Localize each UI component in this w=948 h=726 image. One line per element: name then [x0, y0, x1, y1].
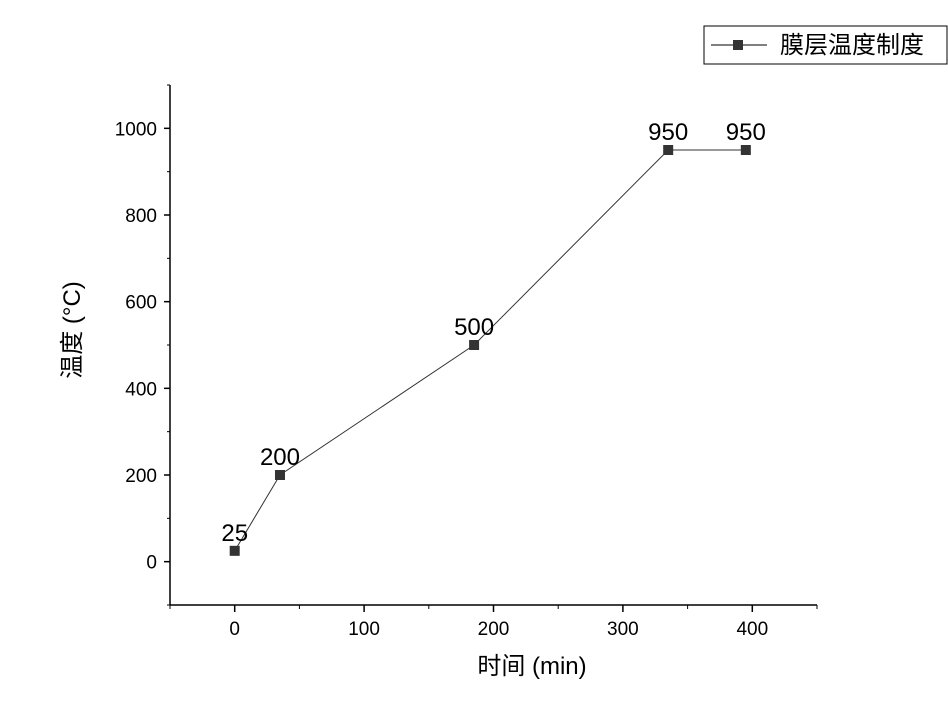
x-tick-label: 100 [348, 619, 380, 640]
axes: 0 200 400 600 800 1000 0 100 200 300 400 [115, 84, 818, 640]
x-ticks: 0 100 200 300 400 [169, 605, 818, 640]
y-axis-title: 温度 (°C) [59, 281, 86, 379]
x-axis-title: 时间 (min) [477, 653, 586, 680]
y-ticks: 0 200 400 600 800 1000 [115, 84, 170, 606]
x-tick-label: 200 [478, 619, 510, 640]
data-label: 25 [221, 520, 248, 547]
legend: 膜层温度制度 [703, 25, 948, 65]
legend-label: 膜层温度制度 [780, 32, 924, 59]
x-tick-label: 400 [736, 619, 768, 640]
data-point [229, 545, 240, 556]
y-tick-label: 200 [125, 466, 157, 487]
y-tick-label: 1000 [115, 119, 157, 140]
y-tick-label: 400 [125, 379, 157, 400]
data-label: 200 [260, 444, 300, 471]
legend-marker [733, 40, 743, 50]
data-label: 950 [726, 119, 766, 146]
x-tick-label: 0 [229, 619, 240, 640]
data-point [740, 145, 751, 155]
y-tick-label: 600 [125, 293, 157, 314]
series-line [234, 149, 746, 552]
data-point [469, 340, 480, 350]
plot-area: 25 200 500 950 950 [221, 119, 766, 556]
data-label: 950 [648, 119, 688, 146]
y-tick-label: 800 [125, 206, 157, 227]
x-tick-label: 300 [607, 619, 639, 640]
data-point [663, 145, 674, 155]
y-tick-label: 0 [146, 553, 157, 574]
data-label: 500 [454, 314, 494, 341]
data-point [274, 470, 285, 480]
